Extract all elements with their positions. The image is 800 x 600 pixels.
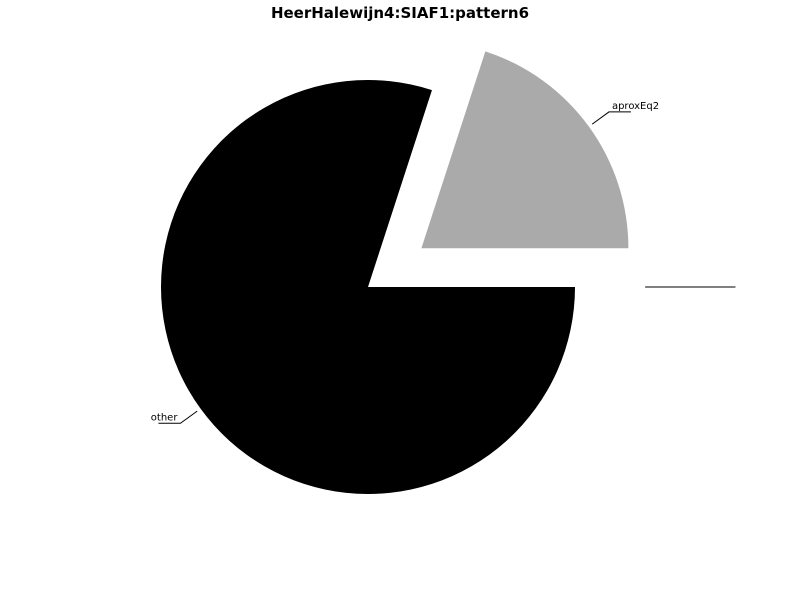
leader-line-other	[158, 410, 198, 424]
slice-label-aproxEq2: aproxEq2	[612, 101, 659, 112]
pie-labels: other aproxEq2	[151, 101, 736, 424]
pie-slices	[161, 51, 629, 494]
chart-title: HeerHalewijn4:SIAF1:pattern6	[271, 4, 529, 22]
leader-line-aproxEq2	[591, 111, 631, 125]
pie-slice-aproxEq2	[421, 51, 629, 249]
pie-slice-other	[161, 79, 575, 494]
slice-label-other: other	[151, 412, 179, 423]
